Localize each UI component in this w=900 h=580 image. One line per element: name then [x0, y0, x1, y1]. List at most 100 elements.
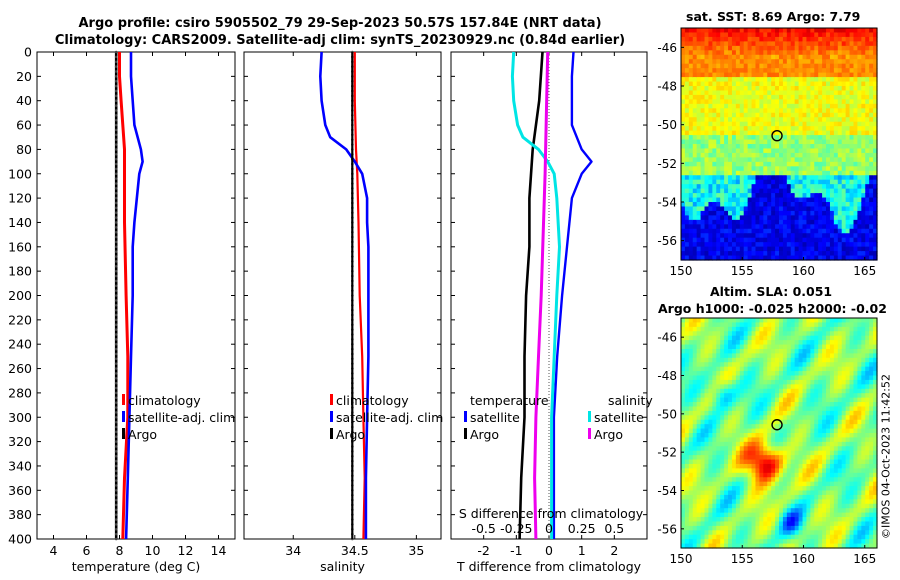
sla-map-cell [743, 433, 749, 439]
sst-map-cell [767, 215, 772, 221]
sst-map-cell [829, 157, 835, 163]
sla-map-cell [731, 402, 737, 408]
sla-map-cell [771, 353, 776, 359]
sla-map-cell [696, 318, 702, 324]
sst-map-cell [739, 63, 745, 69]
sst-map-cell [712, 228, 717, 234]
sla-map-cell [688, 463, 694, 469]
sla-map-cell [751, 318, 757, 324]
sst-map-cell [782, 170, 788, 176]
sst-map-cell [755, 41, 760, 47]
sst-map-cell [696, 219, 702, 225]
sst-map-cell [704, 152, 710, 158]
sla-map-cell [818, 517, 823, 523]
sst-map-cell [755, 86, 760, 92]
sla-map-cell [806, 348, 811, 354]
sst-map-cell [692, 144, 698, 150]
sst-map-cell [747, 179, 753, 185]
sst-map-cell [712, 215, 717, 221]
sst-map-cell [735, 32, 741, 38]
sst-map-cell [743, 233, 749, 239]
sla-map-cell [818, 450, 823, 456]
sst-map-cell [782, 188, 788, 194]
sst-map-cell [684, 99, 690, 105]
sst-map-cell [751, 237, 757, 243]
sst-map-cell [755, 251, 760, 257]
sla-map-cell [771, 521, 776, 527]
sla-map-cell [747, 362, 753, 368]
sla-map-cell [751, 481, 757, 487]
sla-map-cell [822, 499, 827, 505]
sla-map-cell [688, 415, 694, 421]
sst-map-cell [771, 170, 776, 176]
sst-map-cell [869, 206, 874, 212]
sst-map-cell [822, 41, 827, 47]
sla-map-cell [728, 318, 733, 324]
sst-map-cell [716, 130, 721, 136]
sst-map-cell [743, 179, 749, 185]
sla-map-cell [759, 402, 764, 408]
temperature-argo-point [114, 226, 118, 229]
sla-map-cell [810, 424, 815, 430]
sla-map-cell [724, 494, 729, 500]
sst-map-cell [829, 108, 835, 114]
sla-map-cell [818, 459, 823, 465]
sst-map-cell [731, 188, 737, 194]
sla-map-cell [743, 428, 749, 434]
sla-map-cell [798, 539, 804, 545]
sst-map-cell [833, 148, 839, 154]
sla-map-cell [728, 539, 733, 545]
sst-map-cell [771, 117, 776, 123]
sst-map-cell [853, 50, 858, 56]
sla-map-cell [712, 348, 717, 354]
sst-map-cells [681, 28, 878, 261]
sst-map-cell [712, 210, 717, 216]
sst-map-cell [869, 81, 874, 87]
sst-map-cell [826, 108, 831, 114]
sst-map-cell [696, 94, 702, 100]
sst-map-cell [731, 63, 737, 69]
sst-map-cell [735, 237, 741, 243]
sla-map-cell [735, 415, 741, 421]
sla-map-cell [790, 397, 796, 403]
sst-map-cell [775, 255, 780, 261]
sst-map-cell [845, 103, 851, 109]
sla-map-cell [681, 441, 686, 447]
sla-map-cell [822, 379, 827, 385]
sla-map-cell [700, 406, 706, 412]
sla-map-cell [818, 348, 823, 354]
depth-tick-label: 60 [16, 118, 32, 133]
sst-map-cell [728, 63, 733, 69]
sla-map-cell [771, 530, 776, 536]
sst-map-cell [720, 179, 725, 185]
sst-map-cell [743, 251, 749, 257]
sla-map-cell [747, 499, 753, 505]
sla-map-cell [790, 362, 796, 368]
sla-map-cell [782, 441, 788, 447]
sst-map-cell [755, 242, 760, 248]
sst-map-cell [829, 41, 835, 47]
sla-map-cell [716, 499, 721, 505]
sst-map-cell [833, 28, 839, 34]
sst-map-cell [767, 246, 772, 252]
sst-map-cell [853, 148, 858, 154]
sst-map-frame [680, 27, 878, 261]
sst-map-cell [681, 193, 686, 199]
temperature-argo-point [114, 440, 118, 443]
sst-map-cell [700, 152, 706, 158]
sst-map-cell [857, 139, 862, 145]
sla-map-cell [818, 406, 823, 412]
sst-map-cell [704, 157, 710, 163]
sst-map-cell [775, 161, 780, 167]
sla-map-cell [681, 472, 686, 478]
sst-map-cell [716, 86, 721, 92]
sst-map-cell [743, 202, 749, 208]
sst-map-cell [818, 28, 823, 34]
sla-map-cell [818, 410, 823, 416]
sst-map-cell [771, 157, 776, 163]
sst-map-cell [814, 59, 819, 65]
sla-map-cell [786, 388, 792, 394]
sst-map-cell [802, 184, 808, 190]
sst-map-cell [708, 94, 713, 100]
sst-map-cell [806, 188, 811, 194]
